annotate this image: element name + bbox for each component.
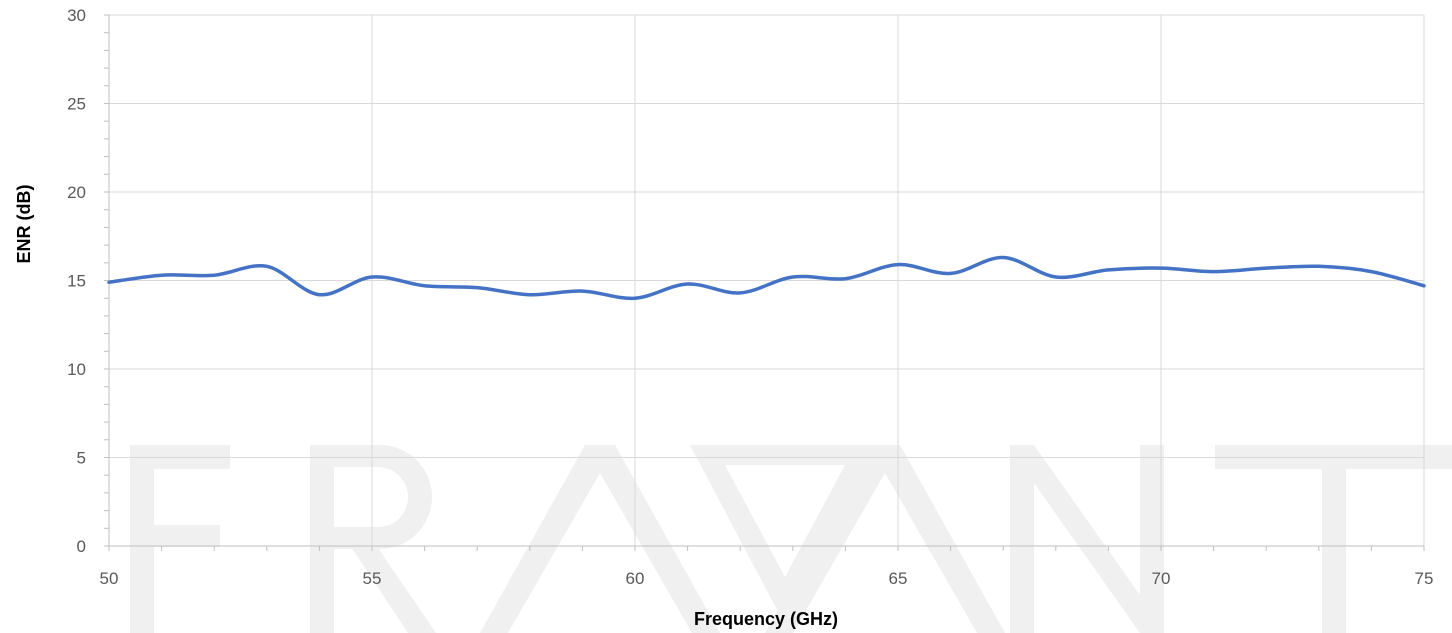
x-tick-label: 65 — [889, 569, 908, 588]
watermark-letters — [130, 445, 1452, 633]
tick-labels: 50 55 60 65 70 75 0 5 10 15 20 25 30 — [67, 6, 1433, 588]
gridlines — [108, 14, 1425, 546]
y-tick-label: 25 — [67, 95, 86, 114]
y-tick-label: 30 — [67, 6, 86, 25]
axes — [104, 14, 1425, 551]
x-tick-label: 60 — [626, 569, 645, 588]
series-line-0 — [107, 255, 1426, 301]
y-tick-label: 10 — [67, 360, 86, 379]
y-axis-title: ENR (dB) — [14, 185, 34, 264]
y-tick-label: 15 — [67, 272, 86, 291]
y-tick-label: 0 — [77, 537, 86, 556]
series-layer — [107, 255, 1426, 301]
y-tick-label: 5 — [77, 449, 86, 468]
watermark-logo — [130, 445, 1452, 633]
x-tick-label: 75 — [1415, 569, 1434, 588]
x-tick-label: 55 — [363, 569, 382, 588]
y-tick-label: 20 — [67, 183, 86, 202]
x-tick-label: 70 — [1152, 569, 1171, 588]
x-axis-title: Frequency (GHz) — [694, 609, 838, 629]
x-tick-label: 50 — [100, 569, 119, 588]
